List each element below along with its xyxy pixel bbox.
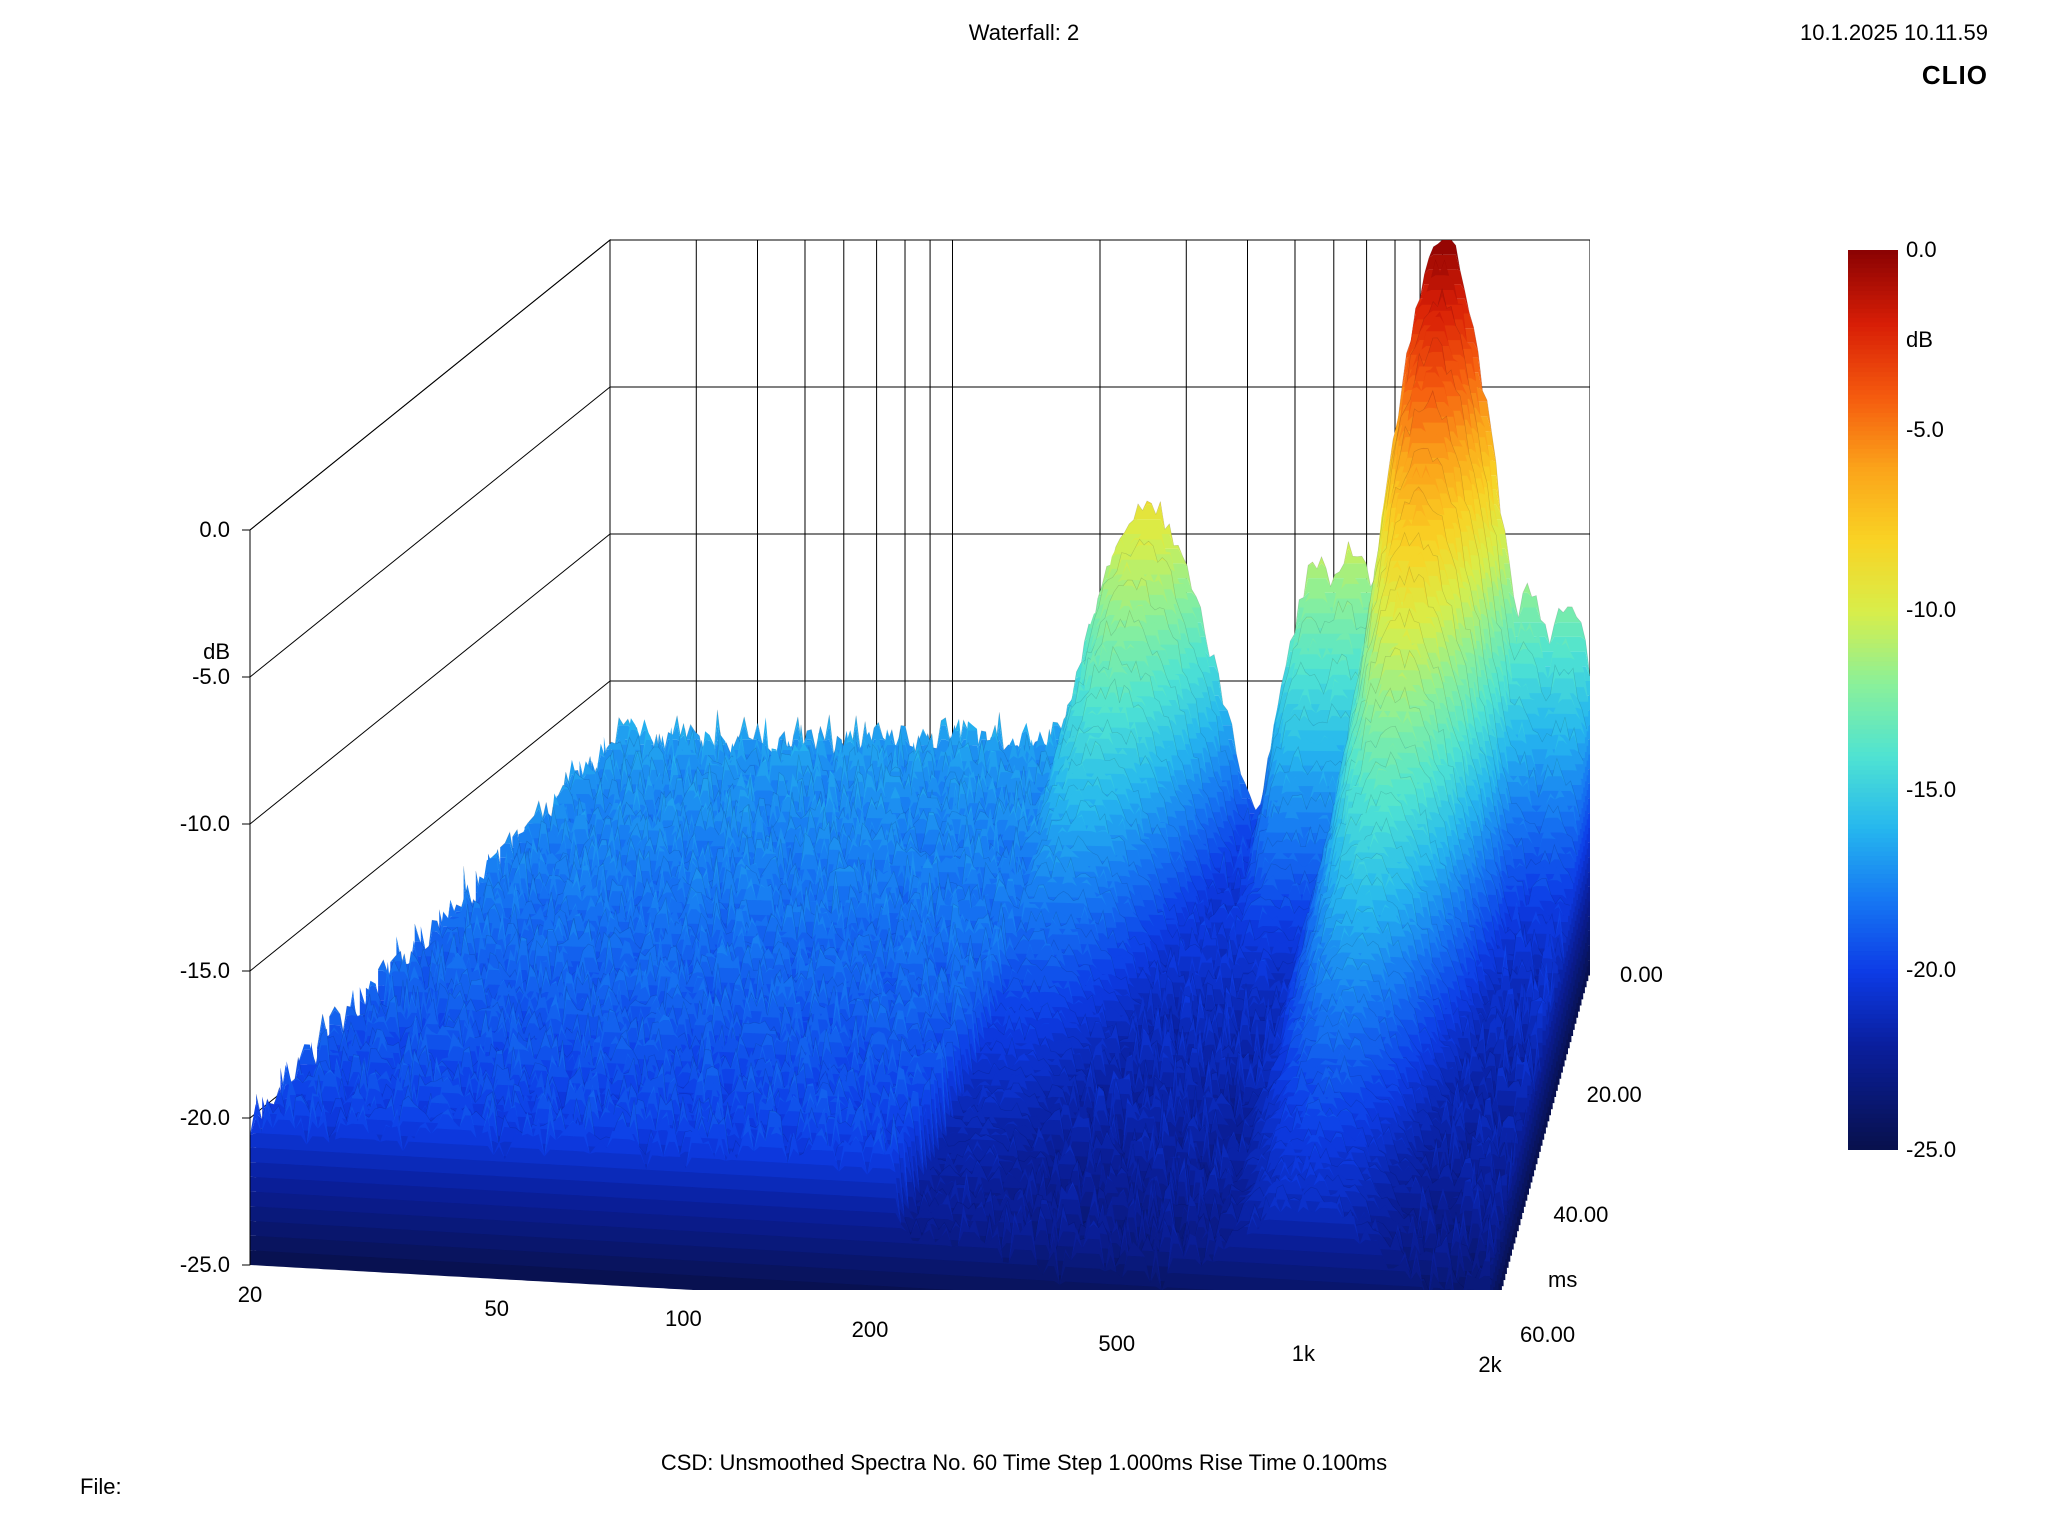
y-tick-label: 40.00 [1553,1202,1608,1228]
footer-csd-line: CSD: Unsmoothed Spectra No. 60 Time Step… [0,1450,2048,1476]
z-tick-label: 0.0 [199,517,230,543]
x-tick-label: 2k [1478,1352,1501,1378]
x-tick-label: 200 [852,1317,889,1343]
z-tick-label: -5.0 [192,664,230,690]
y-tick-label: 60.00 [1520,1322,1575,1348]
x-tick-label: 500 [1098,1331,1135,1357]
colorbar-tick-label: -15.0 [1906,777,1956,803]
z-axis-label: dB [203,639,230,665]
waterfall-plot [150,110,1590,1290]
z-tick-label: -10.0 [180,811,230,837]
colorbar-tick-label: -5.0 [1906,417,1944,443]
y-tick-label: 0.00 [1620,962,1663,988]
x-tick-label: 20 [238,1282,262,1308]
colorbar-tick-label: -10.0 [1906,597,1956,623]
z-tick-label: -20.0 [180,1105,230,1131]
x-tick-label: 1k [1292,1341,1315,1367]
timestamp: 10.1.2025 10.11.59 [1800,20,1988,46]
colorbar-unit-label: dB [1906,327,1933,353]
y-axis-label: ms [1548,1267,1577,1293]
colorbar-tick-label: -20.0 [1906,957,1956,983]
colorbar-tick-label: -25.0 [1906,1137,1956,1163]
axes [242,530,250,1265]
x-tick-label: 50 [484,1296,508,1322]
colorbar [1848,250,1898,1150]
z-tick-label: -25.0 [180,1252,230,1278]
colorbar-labels: 0.0-5.0-10.0-15.0-20.0-25.0dB [1906,250,1996,1150]
waterfall-surface [250,240,1590,1290]
x-tick-label: 100 [665,1306,702,1332]
file-label: File: [80,1474,122,1500]
brand-logo: CLIO [1922,60,1988,91]
page-title: Waterfall: 2 [0,20,2048,46]
colorbar-tick-label: 0.0 [1906,237,1937,263]
z-tick-label: -15.0 [180,958,230,984]
y-tick-label: 20.00 [1587,1082,1642,1108]
